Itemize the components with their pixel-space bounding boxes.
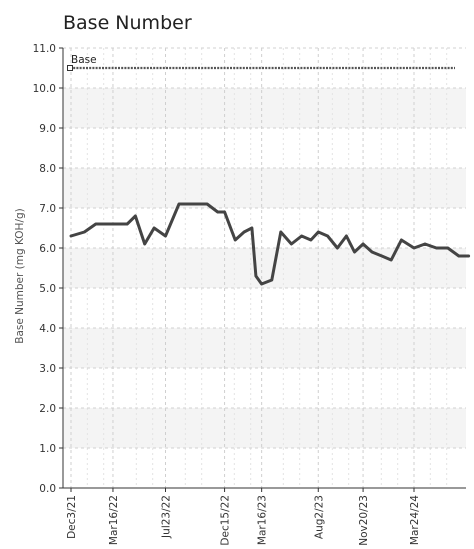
x-tick-label: Dec15/22 bbox=[220, 495, 232, 546]
data-point bbox=[111, 222, 115, 226]
data-point bbox=[300, 234, 303, 238]
plot-bands bbox=[63, 88, 466, 448]
x-tick-label: Mar16/22 bbox=[108, 495, 120, 545]
y-tick-label: 4.0 bbox=[39, 323, 56, 335]
data-point bbox=[467, 254, 470, 258]
y-tick-label: 2.0 bbox=[39, 403, 56, 415]
x-tick-label: Dec3/21 bbox=[66, 495, 78, 539]
plot-band bbox=[63, 88, 466, 128]
data-point bbox=[191, 202, 195, 206]
data-point bbox=[423, 242, 427, 246]
data-point bbox=[370, 250, 374, 254]
data-point bbox=[216, 210, 219, 214]
plot-band bbox=[63, 408, 466, 448]
data-point bbox=[223, 210, 226, 214]
y-tick-label: 11.0 bbox=[33, 43, 56, 55]
x-tick-label: Mar24/24 bbox=[409, 495, 421, 545]
data-point bbox=[353, 250, 356, 254]
data-point bbox=[233, 238, 237, 242]
horizontal-gridlines bbox=[63, 47, 466, 489]
data-point bbox=[143, 242, 146, 246]
data-point bbox=[164, 234, 167, 238]
y-tick-label: 3.0 bbox=[39, 363, 56, 375]
data-point bbox=[457, 254, 461, 258]
x-tick-label: Nov20/23 bbox=[358, 495, 370, 546]
y-tick-label: 8.0 bbox=[39, 163, 56, 175]
y-tick-label: 9.0 bbox=[39, 123, 56, 135]
x-tick-label: Jul23/22 bbox=[161, 495, 173, 539]
data-point bbox=[177, 202, 181, 206]
chart-title: Base Number bbox=[63, 12, 192, 34]
x-tick-label: Aug2/23 bbox=[313, 495, 325, 539]
series-group bbox=[69, 202, 471, 286]
data-point bbox=[279, 230, 282, 234]
data-point bbox=[326, 234, 329, 238]
base-marker bbox=[67, 65, 73, 71]
plot-band bbox=[63, 168, 466, 208]
y-tick-labels: 0.0 1.0 2.0 3.0 4.0 5.0 6.0 7.0 8.0 9.0 10.0 11.0 bbox=[33, 43, 63, 495]
data-point bbox=[290, 242, 293, 246]
vertical-gridlines bbox=[70, 48, 448, 488]
y-tick-label: 1.0 bbox=[39, 443, 56, 455]
data-point bbox=[260, 282, 263, 286]
y-tick-label: 0.0 bbox=[39, 483, 56, 495]
plot-band bbox=[63, 328, 466, 368]
data-point bbox=[250, 226, 254, 230]
reference-lines: Base bbox=[67, 54, 455, 71]
data-point bbox=[435, 246, 438, 250]
data-point bbox=[83, 230, 86, 234]
data-point bbox=[270, 278, 274, 282]
data-point bbox=[361, 242, 365, 246]
data-point bbox=[69, 234, 73, 238]
y-tick-label: 7.0 bbox=[39, 203, 56, 215]
x-tick-labels: Dec3/21 Mar16/22 Jul23/22 Dec15/22 Mar16/23 A… bbox=[66, 488, 421, 546]
data-point bbox=[345, 234, 348, 238]
data-point bbox=[254, 274, 258, 278]
y-tick-label: 10.0 bbox=[33, 83, 56, 95]
y-axis-title: Base Number (mg KOH/g) bbox=[14, 208, 26, 344]
data-point bbox=[205, 202, 209, 206]
data-point bbox=[336, 246, 339, 250]
data-point bbox=[446, 246, 450, 250]
data-point bbox=[152, 226, 156, 230]
data-point bbox=[317, 230, 320, 234]
data-point bbox=[242, 230, 246, 234]
data-point bbox=[412, 246, 416, 250]
data-point bbox=[389, 258, 393, 262]
y-tick-label: 5.0 bbox=[39, 283, 56, 295]
data-point bbox=[309, 238, 313, 242]
series-line bbox=[69, 202, 471, 286]
data-point bbox=[134, 214, 137, 218]
data-point bbox=[126, 222, 129, 226]
data-point bbox=[94, 222, 98, 226]
base-label: Base bbox=[71, 54, 97, 66]
y-tick-label: 6.0 bbox=[39, 243, 56, 255]
data-point bbox=[380, 254, 384, 258]
x-tick-label: Mar16/23 bbox=[257, 495, 269, 545]
data-point bbox=[400, 238, 403, 242]
